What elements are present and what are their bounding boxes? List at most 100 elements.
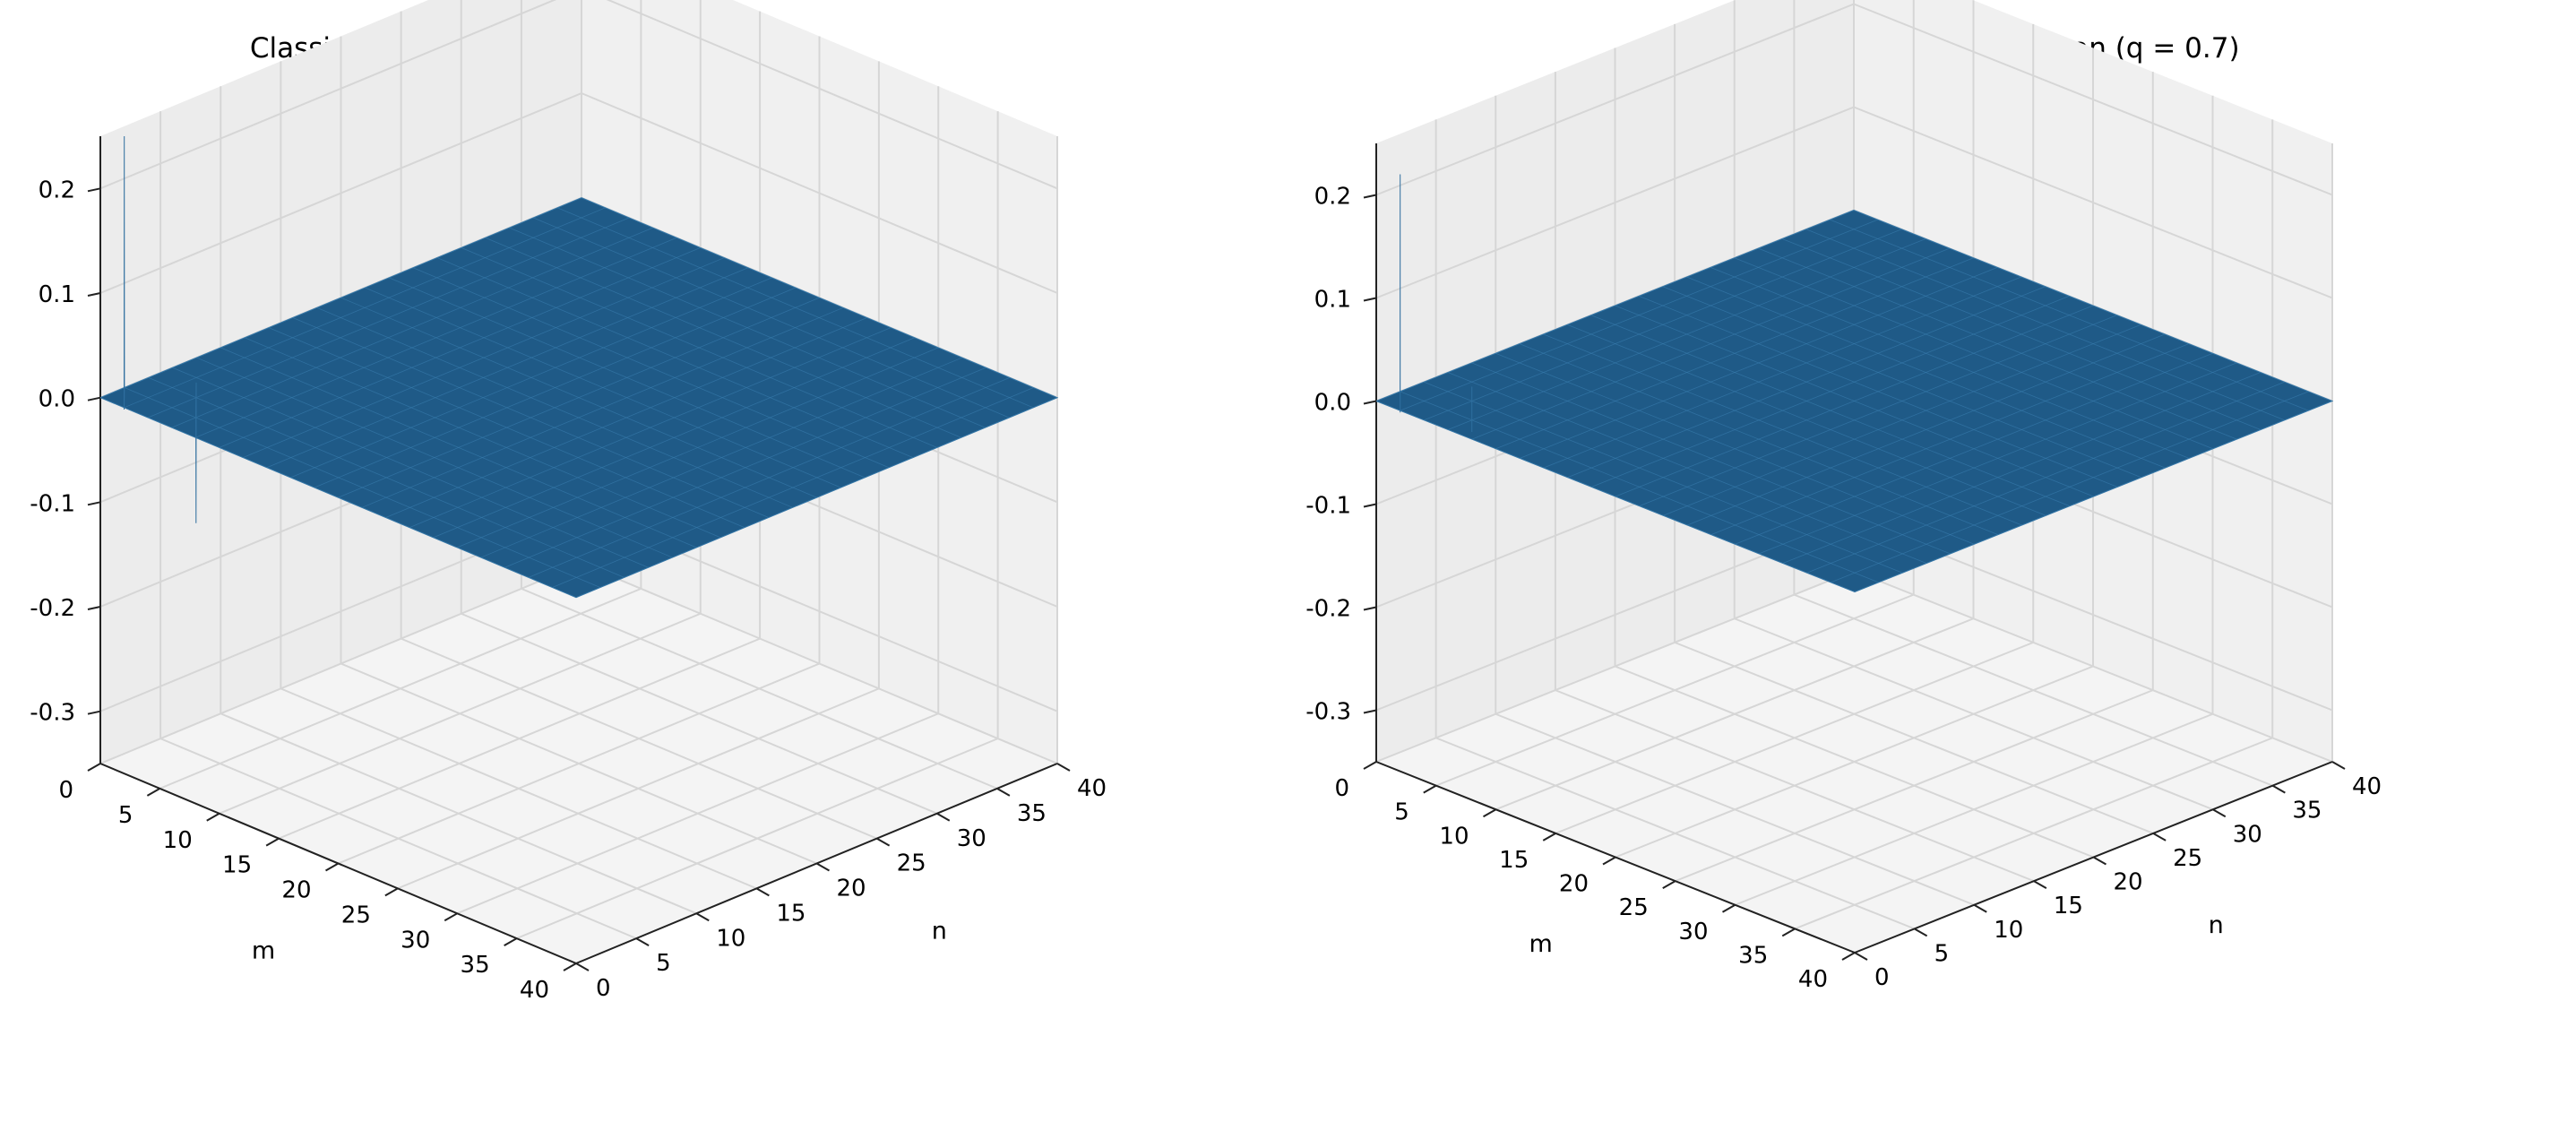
surface-mesh-line <box>575 397 1058 599</box>
y-tick-label: 40 <box>1077 775 1107 802</box>
z-tick <box>87 187 101 193</box>
y-tick <box>936 812 951 822</box>
y-tick <box>2331 761 2346 770</box>
surface-mesh-line <box>1830 219 2309 411</box>
y-axis-label: n <box>932 917 947 945</box>
surface-mesh-line <box>1615 305 2094 497</box>
surface-mesh-line <box>1686 276 2166 469</box>
surface-mesh-line <box>1639 315 2117 507</box>
surface-mesh-line <box>461 247 937 448</box>
y-tick <box>2093 856 2106 866</box>
x-tick-label: 0 <box>1334 775 1349 802</box>
surface-plot-q: 0 0 5 5 10 10 15 15 20 20 25 25 30 30 35 35 40 40 0.2 0.1 0.… <box>1305 0 2382 993</box>
x-tick-label: 25 <box>341 902 371 928</box>
z-tick <box>87 396 101 401</box>
surface-mesh-line <box>556 207 1034 409</box>
z-tick-label: -0.2 <box>1305 596 1351 623</box>
surface-mesh-line <box>1781 238 2262 430</box>
grid-line <box>340 662 817 865</box>
y-tick <box>1056 763 1071 772</box>
surface-mesh-line <box>1805 229 2285 421</box>
y-tick-label: 0 <box>1874 964 1890 991</box>
x-tick <box>1722 903 1736 913</box>
y-tick-label: 25 <box>897 850 926 877</box>
z-tick-label: 0.0 <box>39 386 75 413</box>
x-tick <box>1662 880 1676 889</box>
grid-line <box>1375 106 1855 299</box>
surface-mesh-line <box>581 197 1058 399</box>
y-tick <box>1854 952 1868 961</box>
x-axis-label: m <box>1529 930 1553 958</box>
y-tick-label: 20 <box>2114 869 2143 896</box>
z-tick <box>1363 606 1377 611</box>
x-tick <box>444 912 458 922</box>
surface-mesh-line <box>1639 295 2118 488</box>
surface-mesh-line <box>1663 324 2141 516</box>
z-tick-label: 0.2 <box>39 177 75 203</box>
surface-mesh-line <box>1782 372 2262 564</box>
y-tick-label: 40 <box>2352 773 2382 800</box>
y-tick <box>695 912 710 922</box>
x-tick <box>504 937 518 946</box>
surface-mesh-line <box>1686 333 2166 526</box>
y-tick <box>755 887 770 897</box>
y-tick <box>2033 880 2047 889</box>
surface-mesh-line <box>1735 352 2213 545</box>
surface-mesh-line <box>1853 210 2333 401</box>
surface-mesh-line <box>365 287 841 488</box>
y-tick-label: 5 <box>656 950 671 977</box>
x-tick <box>563 962 577 971</box>
y-tick <box>575 962 590 971</box>
grid-line <box>1794 737 2273 930</box>
x-tick <box>1363 761 1377 770</box>
surface-mesh-line <box>457 347 939 548</box>
grid-line <box>1375 3 1855 196</box>
surface-mesh-line <box>1854 401 2333 592</box>
y-tick <box>2212 808 2227 818</box>
surface-mesh-line <box>1758 247 2237 440</box>
surface-mesh-line <box>409 327 892 528</box>
surface-mesh-line <box>412 267 890 469</box>
chart-panel-q: Absolute q-Cesàro Mean (q = 0.7) 0055101… <box>1288 0 2576 1148</box>
x-axis-label: m <box>252 937 275 965</box>
surface-mesh-line <box>1734 257 2213 450</box>
x-tick <box>1423 784 1437 794</box>
y-tick-label: 30 <box>2233 821 2262 848</box>
y-tick <box>635 937 650 946</box>
surface-mesh-line <box>1710 267 2190 459</box>
z-tick <box>1363 400 1377 405</box>
y-tick <box>1914 928 1928 937</box>
x-tick-label: 20 <box>1559 871 1589 898</box>
surface-mesh-line <box>1806 381 2285 574</box>
z-tick-label: -0.3 <box>30 700 75 727</box>
z-tick-label: -0.2 <box>30 595 75 622</box>
surface-mesh-line <box>485 237 961 438</box>
grid-line <box>581 563 1058 764</box>
surface-mesh-line <box>1710 343 2189 535</box>
z-tick <box>1363 194 1377 199</box>
x-tick-label: 40 <box>1798 966 1828 993</box>
x-tick <box>265 837 280 847</box>
x-tick <box>146 788 160 797</box>
z-tick <box>1363 297 1377 302</box>
x-tick-label: 10 <box>1439 823 1469 850</box>
grid-line <box>397 687 880 890</box>
y-tick-label: 20 <box>837 876 866 902</box>
chart-panel-classical: Classical Absolute Cesàro Mean (q = 1) 0… <box>30 0 1107 1004</box>
grid-line <box>581 92 1058 294</box>
x-tick-label: 15 <box>222 852 252 879</box>
z-tick-label: 0.1 <box>1314 287 1351 314</box>
x-tick <box>1483 808 1496 818</box>
z-tick <box>87 710 101 715</box>
surface-mesh-line <box>389 277 866 479</box>
x-tick-label: 35 <box>1738 942 1768 969</box>
y-tick-label: 25 <box>2173 845 2202 872</box>
grid-line <box>1853 106 2333 299</box>
z-tick <box>87 606 101 610</box>
y-tick-label: 10 <box>1994 917 2023 944</box>
grid-line <box>1853 570 2333 763</box>
y-tick <box>2152 833 2167 842</box>
x-tick <box>87 763 101 772</box>
y-tick-label: 0 <box>596 975 611 1002</box>
x-tick-label: 25 <box>1619 894 1649 921</box>
